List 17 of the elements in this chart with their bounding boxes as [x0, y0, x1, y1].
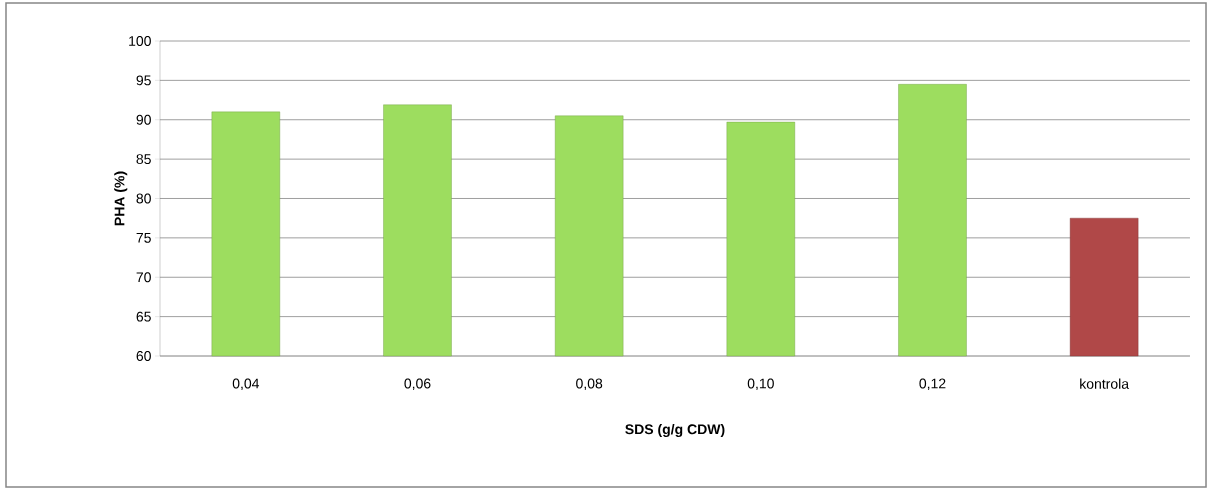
x-tick-label: 0,12: [919, 378, 946, 391]
y-tick-label: 75: [136, 232, 151, 243]
y-tick-label: 65: [136, 311, 151, 322]
y-tick-label: 80: [136, 193, 151, 204]
x-tick-label: 0,10: [747, 378, 774, 391]
y-tick-label: 60: [136, 351, 151, 361]
x-axis-title: SDS (g/g CDW): [625, 423, 725, 438]
x-tick-label: 0,08: [576, 378, 603, 391]
x-tick-label: 0,04: [232, 378, 260, 391]
x-tick-label: 0,06: [404, 378, 431, 391]
y-tick-label: 90: [136, 114, 151, 125]
y-tick-label: 85: [136, 154, 151, 165]
x-tick-label: kontrola: [1080, 378, 1130, 389]
y-tick-label: 95: [136, 75, 151, 86]
y-axis-title: PHA (%): [114, 171, 128, 226]
y-tick-label: 70: [136, 272, 151, 283]
y-tick-label: 100: [129, 36, 151, 46]
